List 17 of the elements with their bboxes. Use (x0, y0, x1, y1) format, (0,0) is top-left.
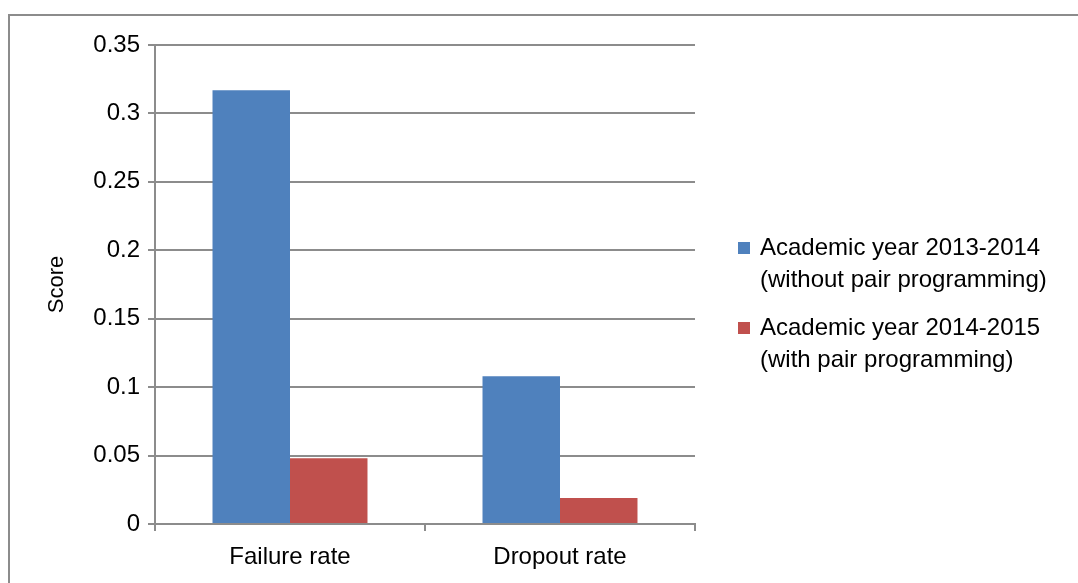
y-tick-label: 0.05 (93, 440, 140, 468)
y-tick-label: 0.1 (106, 371, 140, 399)
x-tick-label: Dropout rate (493, 542, 627, 570)
legend-label: Academic year 2013-2014 (without pair programming) (760, 231, 1048, 294)
bar (212, 90, 290, 523)
x-tick-label: Failure rate (229, 542, 351, 570)
y-tick-label: 0.3 (106, 98, 140, 126)
y-tick-label: 0.2 (106, 234, 140, 262)
bar (560, 498, 638, 523)
y-tick-label: 0.15 (93, 303, 140, 331)
y-tick-label: 0.25 (93, 166, 140, 194)
legend-label: Academic year 2014-2015 (with pair programming) (760, 311, 1042, 374)
bar (290, 458, 368, 523)
y-axis-title: Score (43, 255, 69, 314)
y-tick-label: 0.35 (93, 29, 140, 57)
y-tick-label: 0 (126, 508, 140, 536)
bar (482, 376, 560, 523)
